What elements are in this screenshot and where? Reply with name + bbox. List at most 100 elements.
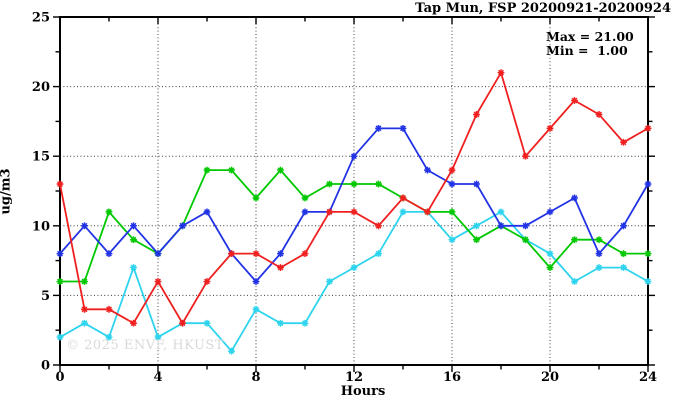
data-point-marker xyxy=(644,278,652,285)
y-tick-label: 15 xyxy=(32,150,50,165)
data-point-marker xyxy=(301,319,309,327)
data-point-marker xyxy=(277,250,284,258)
y-axis-label: ug/m3 xyxy=(0,168,14,215)
data-point-marker xyxy=(56,250,64,258)
data-point-marker xyxy=(350,180,358,188)
data-point-marker xyxy=(326,180,333,188)
data-point-marker xyxy=(228,166,235,174)
data-point-marker xyxy=(56,333,64,341)
data-point-marker xyxy=(350,152,358,160)
data-point-marker xyxy=(595,236,603,244)
data-point-marker xyxy=(595,250,603,258)
data-point-marker xyxy=(105,208,113,216)
data-point-marker xyxy=(154,333,162,341)
data-point-marker xyxy=(620,264,627,271)
data-point-marker xyxy=(620,250,627,258)
data-point-marker xyxy=(301,250,309,258)
y-tick-label: 0 xyxy=(41,359,50,374)
data-point-marker xyxy=(571,194,578,202)
x-tick-label: 16 xyxy=(443,370,461,385)
x-tick-label: 24 xyxy=(639,370,657,385)
x-tick-label: 20 xyxy=(541,370,559,385)
data-point-marker xyxy=(105,250,113,258)
y-tick-label: 25 xyxy=(32,11,50,26)
data-point-marker xyxy=(252,250,260,258)
axis-ticks xyxy=(53,16,655,372)
data-point-marker xyxy=(203,319,211,327)
data-point-marker xyxy=(424,166,431,174)
data-point-marker xyxy=(473,111,480,118)
data-point-marker xyxy=(301,208,309,216)
data-point-marker xyxy=(448,208,456,216)
data-point-marker xyxy=(252,194,260,202)
gridlines xyxy=(60,17,648,365)
data-point-marker xyxy=(522,222,529,230)
data-point-marker xyxy=(399,124,407,132)
data-point-marker xyxy=(497,208,505,216)
x-axis-label: Hours xyxy=(340,384,386,399)
data-point-marker xyxy=(546,264,554,271)
data-point-marker xyxy=(203,278,211,285)
data-point-marker xyxy=(497,222,505,230)
data-point-marker xyxy=(375,180,382,188)
data-point-marker xyxy=(571,97,578,104)
data-point-marker xyxy=(81,222,88,230)
data-point-marker xyxy=(277,166,284,174)
maxmin-annotation: Max = 21.00 Min = 1.00 xyxy=(546,30,634,58)
tick-labels: 0 5 10 15 20 25 0 4 8 12 16 20 24 xyxy=(32,11,657,386)
data-point-marker xyxy=(203,166,211,174)
x-tick-label: 4 xyxy=(153,370,162,385)
data-point-marker xyxy=(375,222,382,230)
data-point-marker xyxy=(546,124,554,132)
data-point-marker xyxy=(81,319,88,327)
data-point-marker xyxy=(571,278,578,285)
data-point-marker xyxy=(154,250,162,258)
max-value-label: Max = 21.00 xyxy=(546,29,634,44)
data-point-marker xyxy=(620,222,627,230)
data-point-marker xyxy=(130,222,137,230)
x-tick-label: 12 xyxy=(345,370,363,385)
data-point-marker xyxy=(130,319,137,327)
data-point-marker xyxy=(277,264,284,271)
watermark-text: © 2025 ENVF, HKUST xyxy=(66,338,224,353)
data-point-marker xyxy=(228,250,235,258)
data-point-marker xyxy=(644,124,652,132)
data-point-marker xyxy=(81,278,88,285)
data-point-marker xyxy=(448,180,456,188)
y-tick-label: 5 xyxy=(41,289,50,304)
y-tick-label: 20 xyxy=(32,80,50,95)
data-point-marker xyxy=(81,305,88,313)
data-point-marker xyxy=(473,222,480,230)
data-point-marker xyxy=(105,333,113,341)
data-point-marker xyxy=(130,264,137,271)
data-point-marker xyxy=(522,236,529,244)
data-point-marker xyxy=(252,305,260,313)
data-point-marker xyxy=(448,236,456,244)
data-point-marker xyxy=(497,69,505,77)
data-point-marker xyxy=(350,208,358,216)
data-point-marker xyxy=(375,250,382,258)
data-point-marker xyxy=(546,208,554,216)
data-point-marker xyxy=(228,347,235,355)
data-point-marker xyxy=(56,278,64,285)
data-point-marker xyxy=(375,124,382,132)
data-point-marker xyxy=(350,264,358,271)
data-point-marker xyxy=(56,180,64,188)
data-point-marker xyxy=(448,166,456,174)
chart-title: Tap Mun, FSP 20200921-20200924 xyxy=(415,1,671,16)
min-value-label: Min = 1.00 xyxy=(546,43,628,58)
data-point-marker xyxy=(644,180,652,188)
data-point-marker xyxy=(179,319,186,327)
series-cyan-day xyxy=(56,208,652,355)
data-point-marker xyxy=(595,111,603,118)
data-point-marker xyxy=(473,236,480,244)
data-point-marker xyxy=(424,208,431,216)
data-point-marker xyxy=(399,208,407,216)
data-point-marker xyxy=(252,278,260,285)
series-blue-day xyxy=(56,124,652,285)
data-point-marker xyxy=(179,222,186,230)
data-point-marker xyxy=(326,278,333,285)
data-point-marker xyxy=(130,236,137,244)
